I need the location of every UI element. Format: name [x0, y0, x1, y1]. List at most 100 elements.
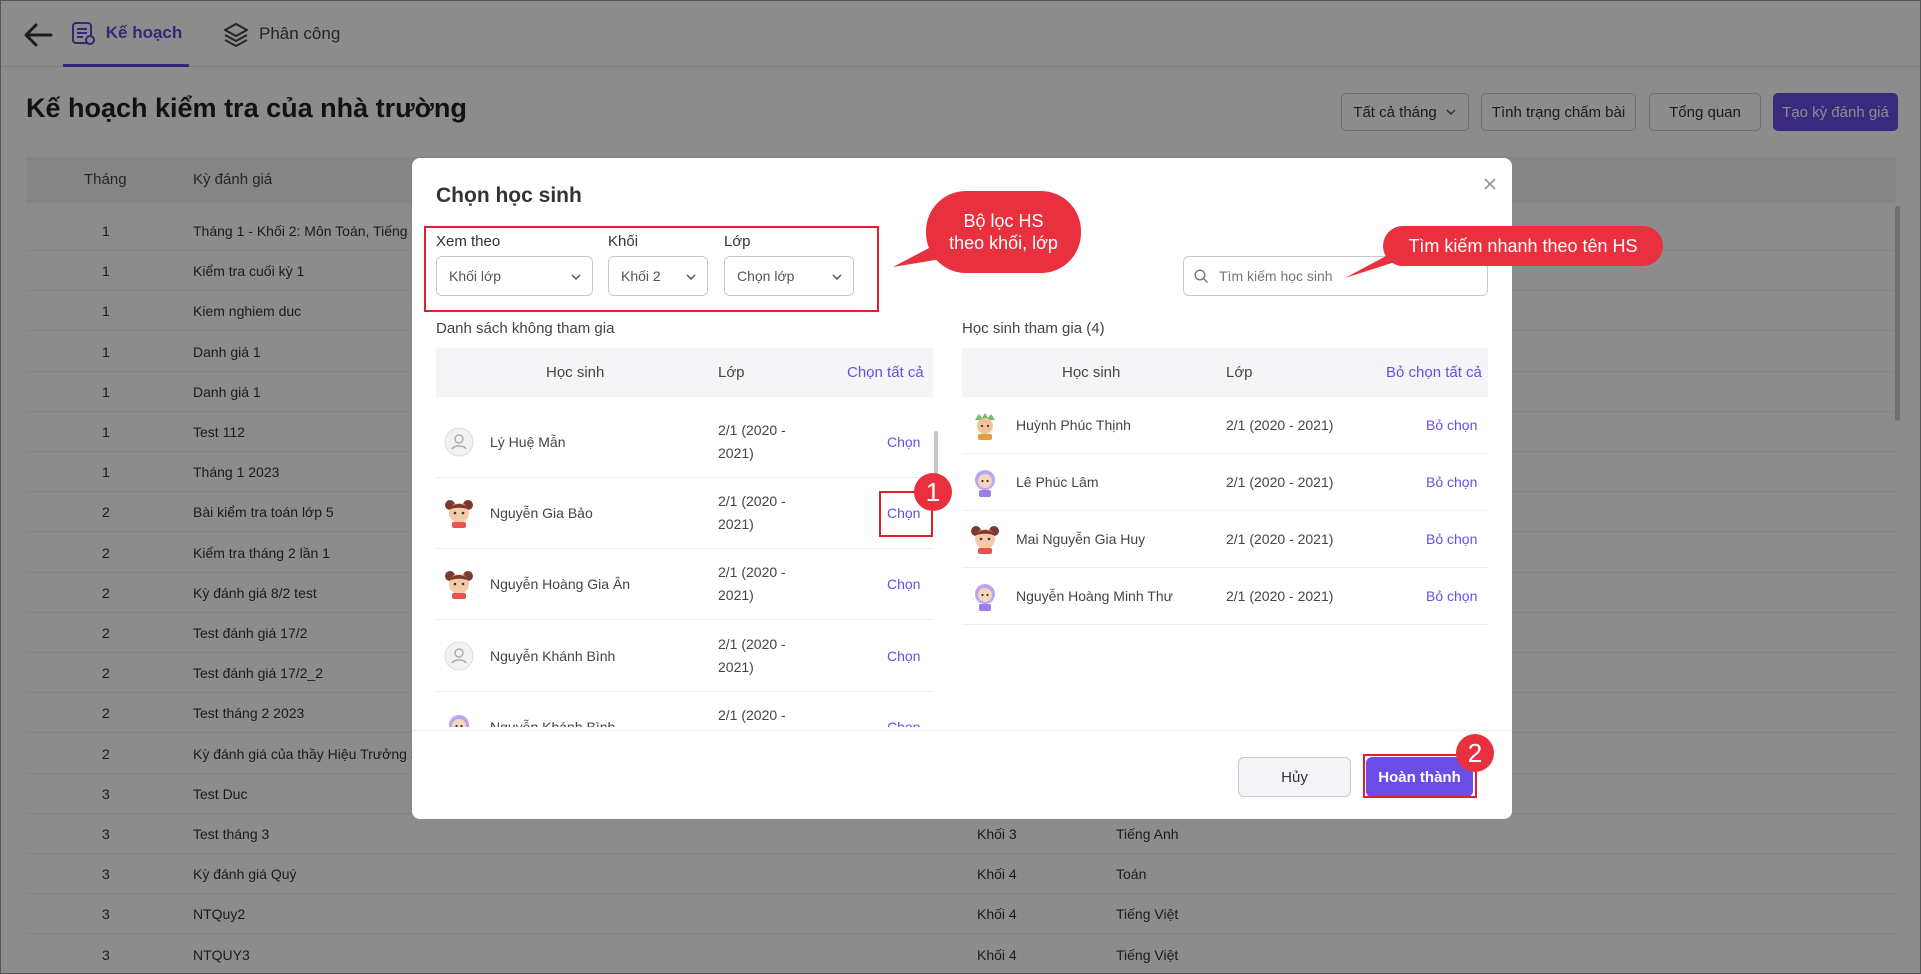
class-label: Lớp: [724, 233, 751, 250]
row-assessment-name: Test 112: [193, 424, 245, 440]
callout-pointer-icon: [1345, 248, 1401, 278]
deselect-all-link[interactable]: Bỏ chọn tất cả: [1386, 364, 1482, 381]
view-by-select[interactable]: Khối lớp: [436, 256, 593, 296]
tab-label: Phân công: [259, 24, 341, 43]
class-select[interactable]: Chọn lớp: [724, 256, 854, 296]
student-class: 2/1 (2020 - 2021): [718, 422, 786, 461]
row-assessment-name: Bài kiểm tra toán lớp 5: [193, 504, 334, 521]
select-all-link[interactable]: Chọn tất cả: [847, 364, 924, 381]
row-assessment-name: Kỳ đánh giá 8/2 test: [193, 584, 317, 601]
row-month: 3: [102, 785, 110, 802]
footer-divider: [412, 730, 1512, 731]
select-student-link[interactable]: Chọn: [887, 505, 921, 522]
row-month: 1: [102, 263, 110, 280]
row-month: 2: [102, 705, 110, 722]
row-subject: Toán: [1116, 866, 1147, 883]
close-icon[interactable]: [1480, 174, 1500, 194]
list-item: Nguyễn Hoàng Minh Thư 2/1 (2020 - 2021) Bỏ…: [962, 568, 1488, 625]
table-row[interactable]: 3 Test tháng 3 Khối 3 Tiếng Anh: [26, 814, 1896, 854]
select-student-link[interactable]: Chọn: [887, 434, 921, 450]
student-class: 2/1 (2020 - 2021): [718, 635, 786, 675]
deselect-student-link[interactable]: Bỏ chọn: [1426, 417, 1478, 433]
avatar: [970, 524, 1000, 554]
row-assessment-name: Tháng 1 2023: [193, 464, 280, 481]
list-item: Nguyễn Khánh Bình 2/1 (2020 - 2021) Chọn: [436, 621, 933, 692]
deselect-student-link[interactable]: Bỏ chọn: [1426, 588, 1478, 604]
row-month: 1: [102, 303, 110, 320]
row-month: 2: [102, 625, 110, 641]
overview-button[interactable]: Tổng quan: [1649, 93, 1761, 131]
search-input[interactable]: Tìm kiếm học sinh: [1219, 268, 1333, 284]
student-search[interactable]: Tìm kiếm học sinh: [1183, 256, 1488, 296]
student-class: 2/1 (2020 - 2021): [1226, 588, 1334, 604]
student-name: Nguyễn Khánh Bình: [490, 647, 616, 664]
deselect-student-link[interactable]: Bỏ chọn: [1426, 531, 1478, 547]
list-scrollbar[interactable]: [934, 431, 938, 481]
select-students-modal: Chọn học sinh Xem theo Khối Lớp Khối lớp…: [412, 158, 1512, 819]
list-item: Lý Huệ Mẫn 2/1 (2020 - 2021) Chọn: [436, 407, 933, 478]
select-student-link[interactable]: Chọn: [887, 647, 921, 664]
deselect-student-link[interactable]: Bỏ chọn: [1426, 474, 1478, 490]
student-name: Lý Huệ Mẫn: [490, 434, 566, 450]
chevron-down-icon: [571, 274, 581, 281]
table-row[interactable]: 3 Kỳ đánh giá Quý Khối 4 Toán: [26, 854, 1896, 895]
row-subject: Tiếng Anh: [1116, 826, 1179, 842]
tab-phan-cong[interactable]: Phân công: [223, 1, 340, 67]
row-month: 2: [102, 665, 110, 682]
create-assessment-button[interactable]: Tạo kỳ đánh giá: [1773, 93, 1898, 131]
select-student-link[interactable]: Chọn: [887, 718, 921, 727]
row-assessment-name: Test đánh giá 17/2_2: [193, 665, 323, 682]
cancel-button[interactable]: Hủy: [1238, 757, 1351, 797]
row-assessment-name: Kiem nghiem duc: [193, 303, 302, 320]
student-class: 2/1 (2020 - 2021): [718, 493, 786, 533]
grading-status-button[interactable]: Tình trạng chấm bài: [1481, 93, 1636, 131]
select-student-link[interactable]: Chọn: [887, 576, 921, 593]
avatar: [970, 410, 1000, 440]
row-assessment-name: Kiểm tra tháng 2 lần 1: [193, 544, 330, 561]
row-month: 2: [102, 504, 110, 521]
row-grade: Khối 4: [977, 906, 1017, 923]
header-month: Tháng: [84, 171, 127, 188]
month-filter-dropdown[interactable]: Tất cả tháng: [1341, 93, 1469, 131]
grade-label: Khối: [608, 233, 639, 250]
done-button[interactable]: Hoàn thành: [1366, 757, 1473, 797]
col-class: Lớp: [718, 364, 745, 381]
list-item: Mai Nguyễn Gia Huy 2/1 (2020 - 2021) Bỏ ch…: [962, 511, 1488, 568]
list-item: Nguyễn Hoàng Gia Ân 2/1 (2020 - 2021) Chọn: [436, 549, 933, 621]
scrollbar[interactable]: [1895, 206, 1900, 421]
grade-select[interactable]: Khối 2: [608, 256, 708, 296]
row-assessment-name: Danh giá 1: [193, 383, 261, 400]
student-name: Nguyễn Gia Bảo: [490, 505, 593, 522]
student-class: 2/1 (2020 - 2021): [1226, 417, 1334, 433]
table-row[interactable]: 3 NTQuy2 Khối 4 Tiếng Việt: [26, 894, 1896, 935]
row-assessment-name: Kiểm tra cuối kỳ 1: [193, 263, 305, 280]
student-class: 2/1 (2020 - 2021): [718, 706, 786, 723]
step-2-badge: 2: [1456, 734, 1494, 772]
row-month: 3: [102, 906, 110, 923]
callout-pointer-icon: [893, 239, 946, 267]
tab-ke-hoach[interactable]: Kế hoạch: [63, 1, 189, 67]
back-arrow-icon[interactable]: [23, 21, 53, 49]
row-month: 2: [102, 544, 110, 561]
filter-callout-text: Bộ lọc HS theo khối, lớp: [949, 211, 1058, 253]
student-name: Mai Nguyễn Gia Huy: [1016, 531, 1146, 547]
row-subject: Tiếng Việt: [1116, 946, 1179, 963]
avatar: [444, 641, 474, 671]
row-assessment-name: NTQuy2: [193, 906, 246, 923]
row-assessment-name: Test tháng 3: [193, 826, 270, 842]
row-grade: Khối 3: [977, 826, 1017, 842]
not-participating-title: Danh sách không tham gia: [436, 320, 615, 337]
row-assessment-name: Kỳ đánh giá Quý: [193, 866, 297, 883]
student-class: 2/1 (2020 - 2021): [1226, 531, 1334, 547]
list-item: Lê Phúc Lâm 2/1 (2020 - 2021) Bỏ chọn: [962, 454, 1488, 511]
not-participating-list: Lý Huệ Mẫn 2/1 (2020 - 2021) Chọn Nguyễn Gi…: [412, 407, 1012, 727]
row-subject: Tiếng Việt: [1116, 906, 1179, 923]
class-value: Chọn lớp: [737, 268, 795, 284]
row-assessment-name: Tháng 1 - Khối 2: Môn Toán, Tiếng Việt: [193, 223, 436, 239]
filter-callout: Bộ lọc HS theo khối, lớp: [926, 191, 1081, 273]
list-item: Nguyễn Gia Bảo 2/1 (2020 - 2021) Chọn: [436, 478, 933, 550]
row-month: 1: [102, 464, 110, 481]
table-row[interactable]: 3 NTQUY3 Khối 4 Tiếng Việt: [26, 935, 1896, 973]
row-month: 3: [102, 946, 110, 963]
